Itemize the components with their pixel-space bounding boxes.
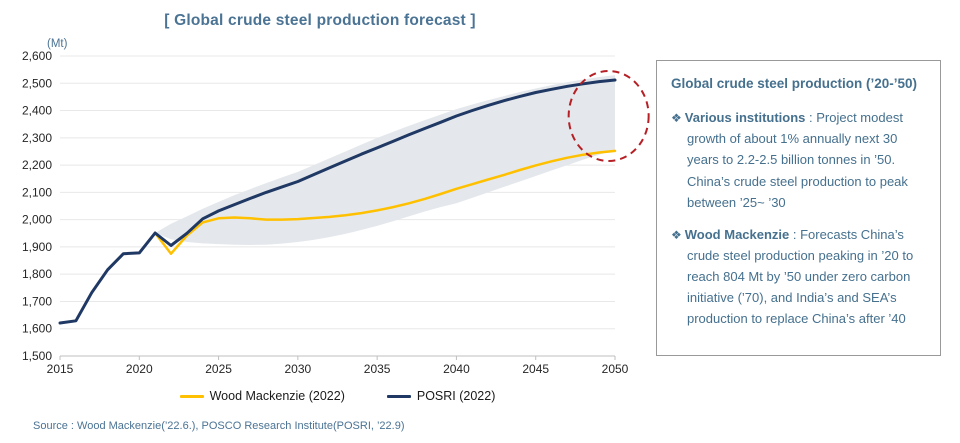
x-tick-label: 2015 [47, 362, 74, 376]
y-tick-label: 2,300 [22, 131, 52, 145]
y-tick-label: 1,900 [22, 240, 52, 254]
info-box: Global crude steel production (’20-’50) … [656, 60, 941, 356]
forecast-line-chart: 1,500 1,600 1,700 1,800 1,900 2,000 2,100 2,200… [22, 38, 650, 376]
info-box-title: Global crude steel production (’20-’50) [671, 76, 918, 91]
forecast-range-band [155, 75, 615, 245]
diamond-bullet-icon: ❖ [671, 227, 682, 242]
x-tick-label: 2050 [602, 362, 629, 376]
x-axis-labels: 2015 2020 2025 2030 2035 2040 2045 2050 [47, 362, 629, 376]
chart-legend: Wood Mackenzie (2022) POSRI (2022) [60, 389, 615, 403]
chart-title: [ Global crude steel production forecast… [164, 12, 476, 29]
legend-line-swatch-wood-mackenzie [179, 394, 204, 398]
legend-label-posri: POSRI (2022) [416, 389, 496, 403]
y-tick-label: 2,600 [22, 49, 52, 63]
legend-item-posri: POSRI (2022) [386, 389, 496, 403]
x-tick-label: 2020 [126, 362, 153, 376]
legend-line-swatch-posri [386, 394, 411, 398]
info-bullet-lead: Various institutions [684, 110, 806, 125]
x-tick-label: 2025 [205, 362, 232, 376]
x-tick-label: 2035 [364, 362, 391, 376]
y-tick-label: 2,500 [22, 76, 52, 90]
info-bullet-various-institutions: ❖ Various institutions : Project modest g… [671, 107, 927, 213]
info-bullet-text: : Project modest growth of about 1% annu… [687, 110, 908, 210]
y-tick-label: 1,500 [22, 349, 52, 363]
legend-label-wood-mackenzie: Wood Mackenzie (2022) [209, 389, 345, 403]
y-axis-labels: 1,500 1,600 1,700 1,800 1,900 2,000 2,100 2,200… [22, 49, 52, 363]
info-bullet-text: : Forecasts China’s crude steel producti… [687, 226, 914, 327]
y-tick-label: 1,800 [22, 267, 52, 281]
diamond-bullet-icon: ❖ [671, 111, 682, 125]
x-tick-label: 2030 [285, 362, 312, 376]
x-tick-label: 2045 [522, 362, 549, 376]
legend-item-wood-mackenzie: Wood Mackenzie (2022) [179, 389, 345, 403]
source-note: Source : Wood Mackenzie(’22.6.), POSCO R… [33, 420, 405, 432]
y-axis-unit-label: (Mt) [47, 38, 68, 50]
y-tick-label: 1,600 [22, 322, 52, 336]
series-line-posri [58, 78, 617, 325]
y-tick-label: 2,100 [22, 185, 52, 199]
y-tick-label: 1,700 [22, 294, 52, 308]
y-tick-label: 2,000 [22, 213, 52, 227]
y-tick-label: 2,200 [22, 158, 52, 172]
info-bullet-lead: Wood Mackenzie [684, 226, 790, 242]
y-tick-label: 2,400 [22, 104, 52, 118]
x-tick-label: 2040 [443, 362, 470, 376]
highlight-circle [567, 70, 650, 162]
info-bullet-wood-mackenzie: ❖ Wood Mackenzie : Forecasts China’s crud… [671, 224, 927, 330]
series-line-wood-mackenzie [153, 149, 617, 255]
